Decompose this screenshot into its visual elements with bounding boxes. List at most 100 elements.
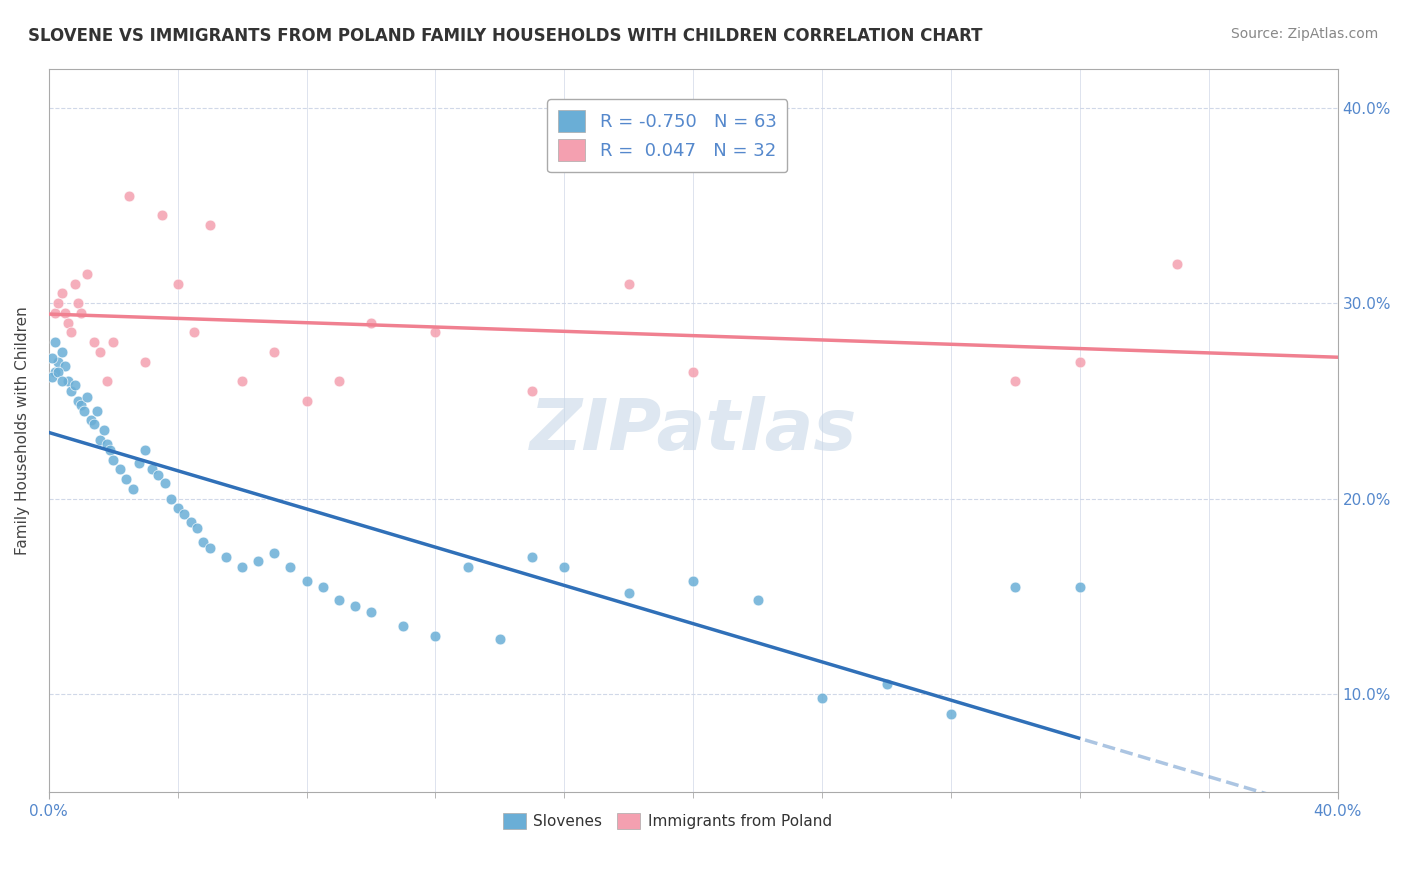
- Point: [1004, 375, 1026, 389]
- Point: [166, 277, 188, 291]
- Point: [89, 433, 111, 447]
- Text: SLOVENE VS IMMIGRANTS FROM POLAND FAMILY HOUSEHOLDS WITH CHILDREN CORRELATION CH: SLOVENE VS IMMIGRANTS FROM POLAND FAMILY…: [28, 27, 983, 45]
- Point: [328, 375, 350, 389]
- Point: [89, 345, 111, 359]
- Point: [520, 384, 543, 398]
- Point: [231, 560, 253, 574]
- Point: [280, 560, 302, 574]
- Point: [939, 706, 962, 721]
- Point: [83, 417, 105, 432]
- Point: [60, 326, 83, 340]
- Point: [41, 351, 63, 365]
- Point: [173, 508, 195, 522]
- Point: [360, 605, 382, 619]
- Point: [128, 457, 150, 471]
- Point: [520, 550, 543, 565]
- Point: [53, 359, 76, 373]
- Point: [747, 593, 769, 607]
- Point: [79, 413, 101, 427]
- Point: [44, 335, 66, 350]
- Point: [160, 491, 183, 506]
- Point: [86, 403, 108, 417]
- Text: ZIPatlas: ZIPatlas: [530, 396, 856, 465]
- Point: [76, 267, 98, 281]
- Point: [63, 277, 86, 291]
- Point: [198, 541, 221, 555]
- Point: [51, 345, 73, 359]
- Point: [108, 462, 131, 476]
- Point: [553, 560, 575, 574]
- Point: [876, 677, 898, 691]
- Point: [70, 306, 93, 320]
- Point: [183, 326, 205, 340]
- Point: [48, 296, 70, 310]
- Point: [295, 393, 318, 408]
- Point: [425, 326, 447, 340]
- Point: [51, 375, 73, 389]
- Point: [141, 462, 163, 476]
- Point: [63, 378, 86, 392]
- Point: [392, 619, 415, 633]
- Point: [198, 218, 221, 232]
- Point: [186, 521, 208, 535]
- Point: [96, 375, 118, 389]
- Point: [48, 355, 70, 369]
- Point: [180, 515, 202, 529]
- Point: [231, 375, 253, 389]
- Point: [295, 574, 318, 588]
- Point: [96, 437, 118, 451]
- Legend: Slovenes, Immigrants from Poland: Slovenes, Immigrants from Poland: [496, 806, 838, 835]
- Point: [1166, 257, 1188, 271]
- Point: [153, 476, 176, 491]
- Y-axis label: Family Households with Children: Family Households with Children: [15, 306, 30, 555]
- Point: [247, 554, 270, 568]
- Point: [103, 452, 125, 467]
- Point: [73, 403, 96, 417]
- Point: [1069, 355, 1091, 369]
- Point: [121, 482, 143, 496]
- Point: [811, 691, 834, 706]
- Point: [44, 306, 66, 320]
- Point: [682, 365, 704, 379]
- Point: [56, 316, 79, 330]
- Point: [44, 365, 66, 379]
- Point: [56, 375, 79, 389]
- Point: [76, 390, 98, 404]
- Point: [425, 628, 447, 642]
- Point: [103, 335, 125, 350]
- Point: [148, 468, 170, 483]
- Point: [150, 208, 173, 222]
- Point: [66, 296, 89, 310]
- Point: [70, 398, 93, 412]
- Point: [360, 316, 382, 330]
- Text: Source: ZipAtlas.com: Source: ZipAtlas.com: [1230, 27, 1378, 41]
- Point: [328, 593, 350, 607]
- Point: [166, 501, 188, 516]
- Point: [83, 335, 105, 350]
- Point: [263, 546, 285, 560]
- Point: [617, 277, 640, 291]
- Point: [215, 550, 238, 565]
- Point: [53, 306, 76, 320]
- Point: [311, 580, 333, 594]
- Point: [682, 574, 704, 588]
- Point: [489, 632, 512, 647]
- Point: [98, 442, 121, 457]
- Point: [263, 345, 285, 359]
- Point: [115, 472, 138, 486]
- Point: [343, 599, 366, 614]
- Point: [48, 365, 70, 379]
- Point: [66, 393, 89, 408]
- Point: [60, 384, 83, 398]
- Point: [193, 534, 215, 549]
- Point: [134, 442, 156, 457]
- Point: [134, 355, 156, 369]
- Point: [617, 585, 640, 599]
- Point: [41, 370, 63, 384]
- Point: [457, 560, 479, 574]
- Point: [118, 188, 141, 202]
- Point: [1004, 580, 1026, 594]
- Point: [1069, 580, 1091, 594]
- Point: [51, 286, 73, 301]
- Point: [93, 423, 115, 437]
